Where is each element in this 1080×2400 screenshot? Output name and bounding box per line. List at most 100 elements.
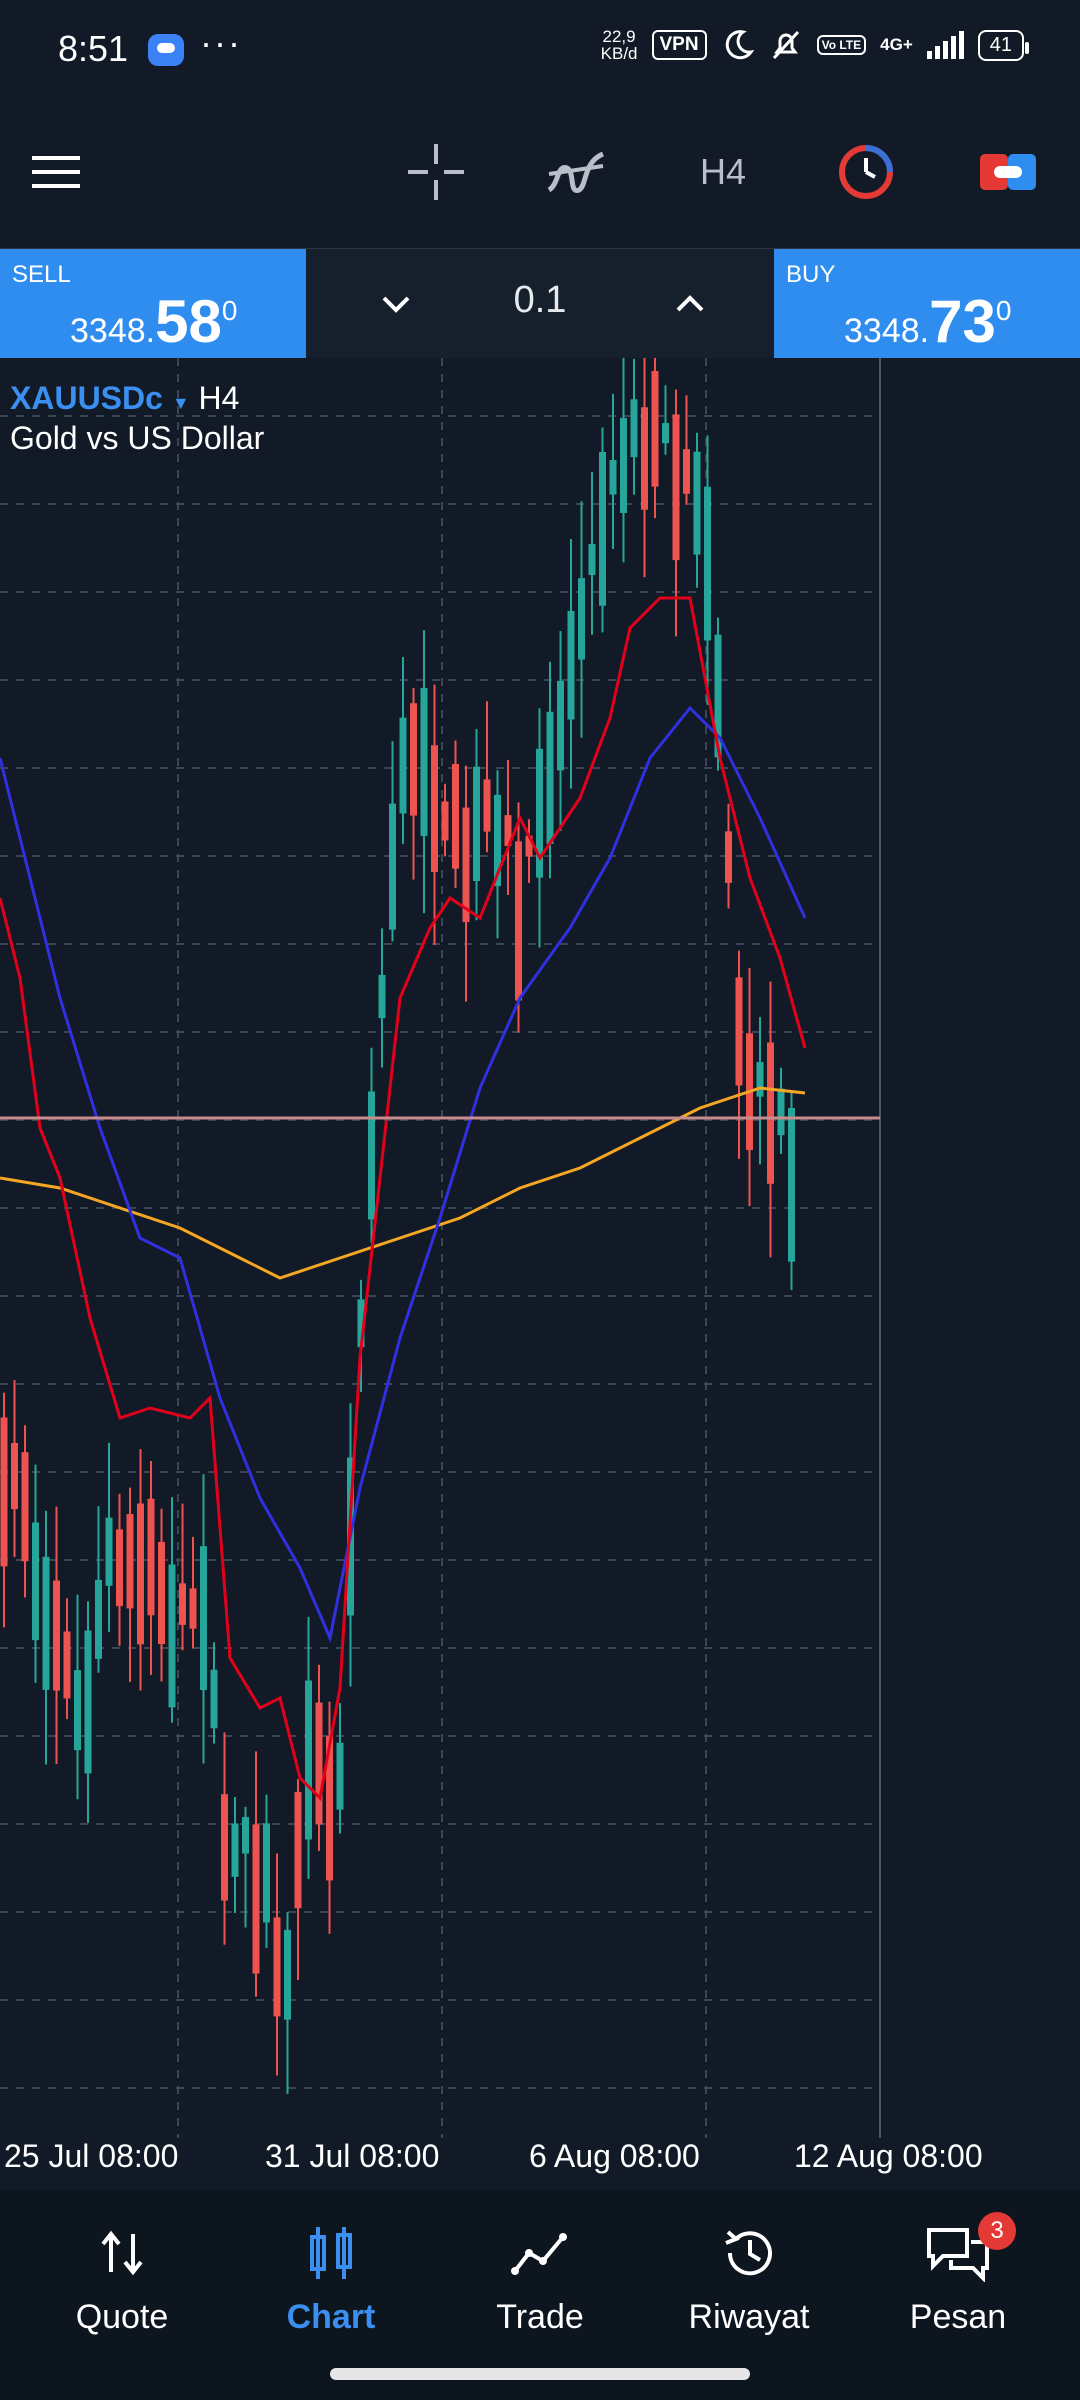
sell-label: SELL (12, 261, 71, 288)
price-chart[interactable]: XAUUSDc ▼ H4 Gold vs US Dollar 25 Jul 08… (0, 358, 1080, 2174)
chevron-up-icon (676, 295, 704, 312)
candle-body (95, 1579, 102, 1659)
nav-label: Riwayat (688, 2298, 810, 2336)
candle-body (147, 1498, 155, 1616)
candle-body (777, 1088, 785, 1136)
candle-body (662, 423, 669, 444)
x-axis-label: 31 Jul 08:00 (265, 2138, 440, 2174)
candle-body (399, 717, 407, 814)
message-notification-icon (148, 34, 184, 66)
candle-body (368, 1091, 375, 1220)
candle-body (336, 1742, 344, 1810)
candle-body (788, 1107, 795, 1262)
candle-body (641, 407, 648, 510)
chart-timeframe: H4 (198, 380, 240, 416)
x-axis-label: 25 Jul 08:00 (4, 2138, 179, 2174)
signal-icon (926, 31, 964, 59)
candle-body (588, 543, 596, 576)
candle-body (284, 1929, 291, 2020)
caret-down-icon[interactable]: ▼ (171, 393, 190, 413)
nav-chart[interactable]: Chart (231, 2220, 431, 2337)
candle-body (74, 1670, 81, 1751)
candle-body (525, 835, 533, 857)
lot-size-value[interactable]: 0.1 (513, 279, 567, 321)
x-axis-label: 12 Aug 08:00 (794, 2138, 983, 2174)
candle-body (53, 1580, 60, 1691)
nav-trade[interactable]: Trade (440, 2220, 640, 2337)
crosshair-button[interactable] (400, 140, 472, 204)
status-bar: 8:51 ··· 22,9 KB/d VPN Vo LTE 4G+ 41 (0, 0, 1080, 100)
candlestick-chart[interactable] (0, 358, 1080, 2138)
candle-body (357, 1299, 365, 1348)
candle-body (42, 1556, 50, 1690)
candle-body (84, 1630, 92, 1774)
history-icon (725, 2230, 772, 2276)
lot-size-control: 0.1 (306, 249, 774, 359)
candle-body (651, 371, 659, 487)
clock-button[interactable] (834, 140, 898, 204)
network-speed-value: 22,9 (602, 27, 636, 46)
network-speed: 22,9 KB/d (601, 28, 638, 62)
candle-body (21, 1452, 29, 1562)
vpn-icon: VPN (651, 30, 707, 60)
candle-body (252, 1824, 260, 1974)
candle-body (609, 459, 617, 495)
candle-body (630, 399, 638, 458)
buy-button[interactable]: BUY 3348.730 (774, 249, 1080, 359)
status-time: 8:51 (58, 28, 129, 69)
battery-icon: 41 (977, 29, 1030, 61)
nav-history[interactable]: Riwayat (649, 2220, 849, 2337)
sell-button[interactable]: SELL 3348.580 (0, 249, 306, 359)
nav-quote[interactable]: Quote (22, 2220, 222, 2337)
notifications-off-icon (772, 30, 799, 60)
home-indicator (330, 2368, 750, 2380)
candle-body (32, 1522, 39, 1641)
lot-increase-button[interactable] (660, 277, 720, 331)
candle-body (315, 1702, 323, 1825)
candle-body (620, 417, 627, 513)
candle-body (473, 766, 480, 882)
candle-body (714, 634, 722, 758)
chevron-down-icon (382, 296, 410, 313)
candle-body (704, 486, 711, 641)
buy-price-main: 3348. (844, 312, 930, 350)
nav-messages[interactable]: 3 Pesan (858, 2212, 1058, 2337)
candle-body (483, 779, 491, 832)
x-axis-label: 6 Aug 08:00 (529, 2138, 700, 2174)
candle-body (767, 1042, 774, 1184)
chart-toolbar: H4 (0, 100, 1080, 245)
one-click-trading-toggle[interactable] (978, 140, 1038, 204)
candle-body (63, 1631, 71, 1699)
candle-body (305, 1680, 312, 1840)
candle-body (462, 807, 470, 923)
nav-label: Trade (496, 2298, 584, 2336)
candle-body (11, 1443, 18, 1510)
candle-body (231, 1823, 239, 1877)
candle-body (578, 578, 585, 660)
candle-body (546, 711, 554, 844)
candle-body (294, 1791, 302, 1909)
candle-body (557, 680, 564, 771)
menu-icon (32, 156, 80, 188)
lot-decrease-button[interactable] (366, 277, 426, 331)
candle-body (410, 703, 417, 816)
moving-average-fast (0, 596, 807, 1802)
timeframe-button[interactable]: H4 (699, 151, 747, 192)
candle-body (599, 452, 606, 606)
chart-symbol-header[interactable]: XAUUSDc ▼ H4 (10, 380, 239, 417)
candle-body (756, 1062, 764, 1097)
menu-button[interactable] (24, 140, 88, 204)
candle-body (221, 1794, 228, 1901)
candle-body (158, 1541, 165, 1645)
candle-body (116, 1529, 123, 1607)
clock-icon (839, 145, 893, 199)
indicators-button[interactable] (540, 140, 612, 204)
candle-body (210, 1669, 218, 1729)
symbol-name[interactable]: XAUUSDc (10, 380, 163, 416)
candle-body (242, 1817, 249, 1854)
candle-body (441, 801, 449, 841)
sell-price-pips: 58 (155, 288, 222, 355)
crosshair-icon (408, 144, 464, 200)
candle-body (672, 414, 680, 561)
trade-icon (511, 2233, 567, 2275)
